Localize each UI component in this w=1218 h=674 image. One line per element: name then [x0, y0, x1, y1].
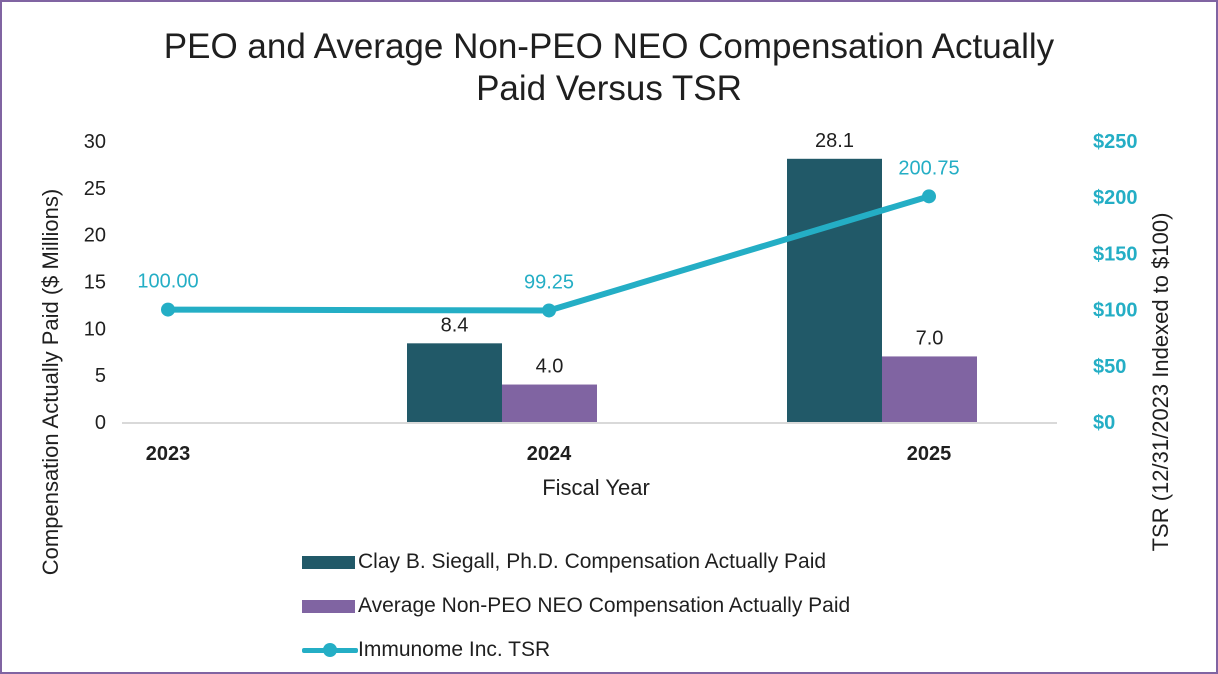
- y-axis-title: Compensation Actually Paid ($ Millions): [38, 189, 63, 575]
- y-tick-label: 30: [84, 131, 106, 153]
- bar-peo: [407, 343, 502, 422]
- y2-tick-label: $50: [1093, 356, 1126, 378]
- y2-tick-label: $250: [1093, 131, 1138, 153]
- legend-swatch-peo: [302, 555, 355, 569]
- legend-label-tsr: Immunome Inc. TSR: [358, 638, 551, 661]
- y-tick-label: 10: [84, 318, 106, 340]
- y-tick-label: 20: [84, 225, 106, 247]
- y2-tick-label: $150: [1093, 243, 1138, 265]
- chart-title: PEO and Average Non-PEO NEO Compensation…: [2, 26, 1216, 110]
- legend: Clay B. Siegall, Ph.D. Compensation Actu…: [302, 540, 850, 672]
- x-tick-label: 2023: [146, 443, 191, 465]
- bar-data-label: 7.0: [916, 327, 944, 349]
- y2-tick-label: $0: [1093, 412, 1115, 434]
- x-tick-label: 2025: [907, 443, 952, 465]
- legend-label-neo: Average Non-PEO NEO Compensation Actuall…: [358, 594, 851, 617]
- y-tick-label: 0: [95, 412, 106, 434]
- x-axis-title: Fiscal Year: [542, 475, 650, 500]
- x-tick-label: 2024: [527, 443, 572, 465]
- y-tick-label: 25: [84, 178, 106, 200]
- y2-axis-title: TSR (12/31/2023 Indexed to $100): [1148, 213, 1173, 552]
- legend-label-peo: Clay B. Siegall, Ph.D. Compensation Actu…: [358, 550, 827, 573]
- bar-neo: [882, 356, 977, 422]
- bar-data-label: 8.4: [441, 314, 469, 336]
- tsr-point: [542, 303, 556, 318]
- chart-title-line-1: PEO and Average Non-PEO NEO Compensation…: [163, 27, 1055, 66]
- y2-tick-label: $200: [1093, 187, 1138, 209]
- legend-item-peo: Clay B. Siegall, Ph.D. Compensation Actu…: [302, 540, 850, 584]
- bar-data-label: 28.1: [815, 130, 854, 152]
- tsr-data-label: 200.75: [898, 157, 959, 179]
- tsr-point: [161, 302, 175, 317]
- legend-swatch-neo: [302, 599, 355, 613]
- legend-item-neo: Average Non-PEO NEO Compensation Actuall…: [302, 584, 850, 628]
- chart-title-line-2: Paid Versus TSR: [476, 69, 742, 108]
- tsr-data-label: 99.25: [524, 271, 574, 293]
- y2-tick-label: $100: [1093, 300, 1138, 322]
- bar-data-label: 4.0: [536, 356, 564, 378]
- tsr-point: [922, 189, 936, 204]
- y-tick-label: 15: [84, 272, 106, 294]
- bar-peo: [787, 158, 882, 422]
- tsr-data-label: 100.00: [137, 271, 198, 293]
- y-tick-label: 5: [95, 365, 106, 387]
- legend-item-tsr: Immunome Inc. TSR: [302, 628, 850, 672]
- legend-swatch-tsr: [302, 640, 358, 660]
- bar-neo: [502, 384, 597, 422]
